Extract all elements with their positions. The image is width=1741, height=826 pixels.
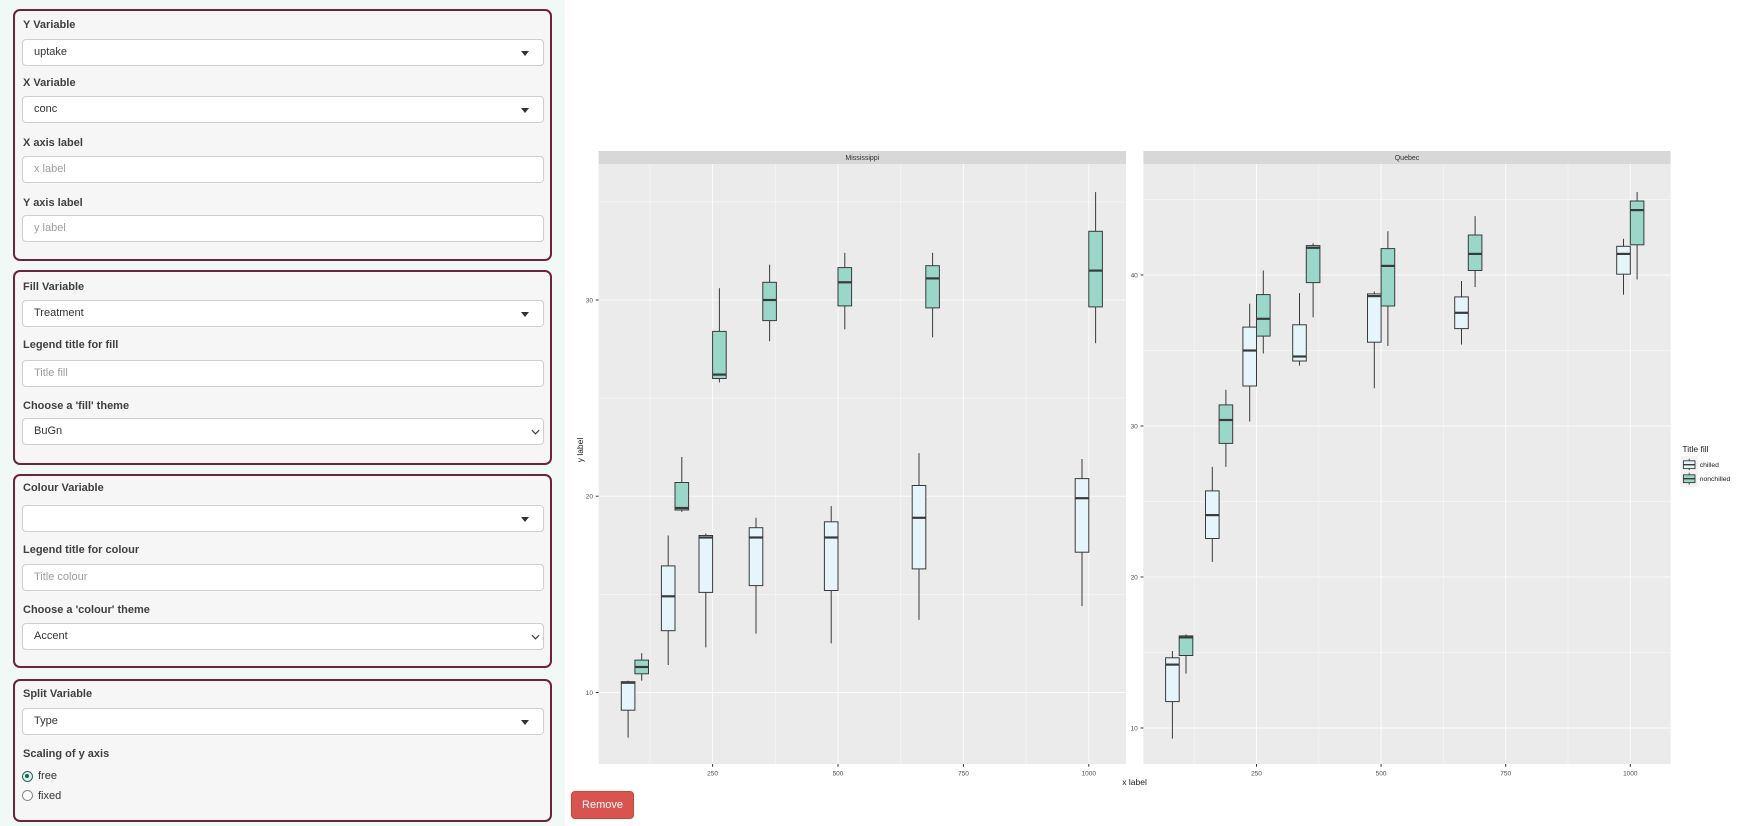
svg-text:nonchilled: nonchilled	[1700, 476, 1731, 483]
svg-text:Mississippi: Mississippi	[845, 155, 879, 162]
svg-text:y label: y label	[575, 438, 585, 463]
svg-text:x label: x label	[1122, 777, 1147, 787]
svg-text:250: 250	[1251, 771, 1262, 778]
svg-text:chilled: chilled	[1700, 462, 1719, 469]
svg-text:10: 10	[1131, 725, 1139, 732]
svg-text:1000: 1000	[1082, 771, 1097, 778]
svg-text:Quebec: Quebec	[1395, 155, 1420, 162]
svg-text:30: 30	[586, 297, 594, 304]
svg-text:500: 500	[833, 771, 844, 778]
svg-text:30: 30	[1131, 423, 1139, 430]
svg-text:20: 20	[1131, 574, 1139, 581]
svg-text:20: 20	[586, 494, 594, 501]
svg-text:750: 750	[958, 771, 969, 778]
svg-text:Title fill: Title fill	[1682, 444, 1708, 454]
svg-text:250: 250	[707, 771, 718, 778]
svg-text:750: 750	[1500, 771, 1511, 778]
svg-text:500: 500	[1376, 771, 1387, 778]
svg-text:10: 10	[586, 690, 594, 697]
svg-text:1000: 1000	[1623, 771, 1638, 778]
svg-text:40: 40	[1131, 272, 1139, 279]
